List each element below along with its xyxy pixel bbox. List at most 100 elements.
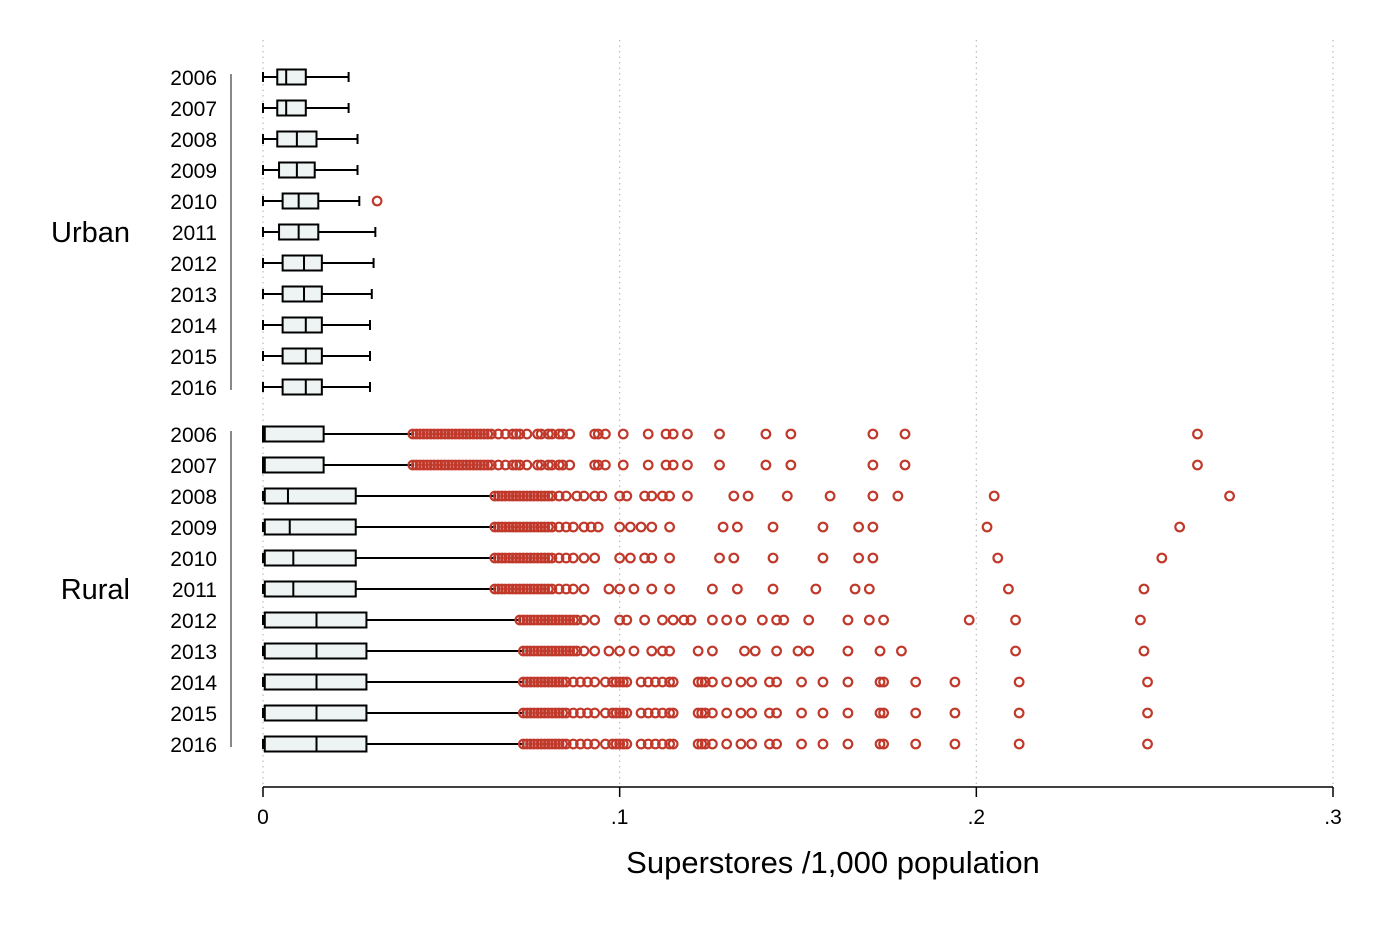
- box-iqr: [263, 580, 357, 598]
- outlier-point: [842, 614, 854, 626]
- outlier-point: [717, 521, 729, 533]
- outlier-point: [539, 738, 551, 750]
- outlier-point: [635, 738, 647, 750]
- outlier-point: [842, 676, 854, 688]
- outlier-point: [592, 521, 604, 533]
- box-iqr: [262, 456, 325, 474]
- outlier-point: [521, 583, 533, 595]
- outlier-point: [578, 614, 590, 626]
- outlier-point: [535, 521, 547, 533]
- outlier-point: [600, 676, 611, 688]
- outlier-point: [639, 552, 651, 564]
- outlier-point: [546, 521, 558, 533]
- outlier-point: [664, 707, 675, 719]
- outlier-point: [546, 583, 558, 595]
- outlier-point: [539, 552, 551, 564]
- outlier-point: [660, 459, 672, 471]
- year-labels: 2006 2007 2008 2009 2010 2011 2012 2013 2014 2015…: [170, 67, 217, 757]
- year-label: 2016: [170, 377, 217, 400]
- outlier-point: [585, 521, 597, 533]
- outlier-point: [428, 428, 440, 440]
- outlier-point: [721, 676, 733, 688]
- outlier-point: [532, 490, 544, 502]
- outlier-point: [550, 738, 561, 750]
- outlier-point: [407, 428, 419, 440]
- outlier-point: [564, 459, 576, 471]
- outlier-point: [910, 738, 922, 750]
- outlier-point: [778, 614, 790, 626]
- outlier-point: [910, 676, 922, 688]
- outlier-point: [503, 521, 515, 533]
- outlier-point: [446, 459, 458, 471]
- outlier-point: [642, 459, 654, 471]
- outlier-point: [582, 707, 593, 719]
- year-label: 2006: [170, 424, 217, 447]
- outlier-point: [714, 459, 725, 471]
- outlier-point: [507, 583, 519, 595]
- outlier-point: [849, 583, 861, 595]
- outlier-point: [471, 428, 483, 440]
- outlier-point: [824, 490, 836, 502]
- box-iqr: [263, 549, 357, 567]
- outlier-point: [532, 459, 544, 471]
- outlier-point: [1142, 676, 1153, 688]
- outlier-point: [721, 738, 733, 750]
- outlier-point: [785, 428, 797, 440]
- outlier-point: [485, 428, 497, 440]
- outlier-point: [557, 614, 568, 626]
- outlier-point: [550, 614, 561, 626]
- outlier-point: [1013, 707, 1025, 719]
- outlier-point: [878, 738, 889, 750]
- outlier-point: [853, 552, 865, 564]
- outlier-point: [639, 490, 651, 502]
- outlier-point: [535, 707, 547, 719]
- x-tick-label: .2: [968, 806, 986, 829]
- outlier-point: [557, 676, 568, 688]
- outlier-point: [503, 552, 515, 564]
- outlier-point: [842, 738, 854, 750]
- group-labels: Urban Rural: [51, 217, 130, 606]
- outlier-point: [567, 645, 579, 657]
- outlier-point: [771, 614, 782, 626]
- outlier-point: [557, 459, 568, 471]
- outlier-point: [589, 490, 601, 502]
- outlier-point: [532, 707, 544, 719]
- outlier-point: [892, 490, 904, 502]
- outlier-point: [878, 707, 889, 719]
- outlier-point: [521, 645, 533, 657]
- year-label: 2012: [170, 610, 217, 633]
- outlier-point: [1192, 459, 1203, 471]
- outlier-point: [525, 645, 536, 657]
- outlier-point: [510, 521, 522, 533]
- outlier-point: [532, 614, 544, 626]
- outlier-point: [874, 707, 886, 719]
- outlier-point: [867, 521, 879, 533]
- outlier-point: [667, 459, 679, 471]
- outlier-point: [589, 459, 601, 471]
- outlier-point: [560, 645, 572, 657]
- outlier-point: [553, 583, 565, 595]
- outlier-point: [528, 707, 540, 719]
- outlier-point: [764, 707, 775, 719]
- outlier-point: [867, 490, 879, 502]
- outlier-point: [525, 707, 536, 719]
- box-iqr: [281, 347, 323, 365]
- outlier-point: [514, 521, 526, 533]
- outlier-point: [528, 676, 540, 688]
- outlier-point: [546, 490, 558, 502]
- outlier-point: [535, 645, 547, 657]
- outlier-point: [550, 676, 561, 688]
- outlier-point: [621, 738, 633, 750]
- year-label: 2015: [170, 346, 217, 369]
- outlier-point: [521, 521, 533, 533]
- outlier-point: [560, 707, 572, 719]
- outlier-point: [517, 738, 529, 750]
- outlier-point: [546, 614, 558, 626]
- outlier-point: [493, 459, 504, 471]
- outlier-point: [817, 676, 829, 688]
- outlier-point: [443, 459, 454, 471]
- outlier-point: [418, 428, 429, 440]
- outlier-point: [507, 459, 519, 471]
- outlier-point: [567, 738, 579, 750]
- outlier-point: [728, 490, 740, 502]
